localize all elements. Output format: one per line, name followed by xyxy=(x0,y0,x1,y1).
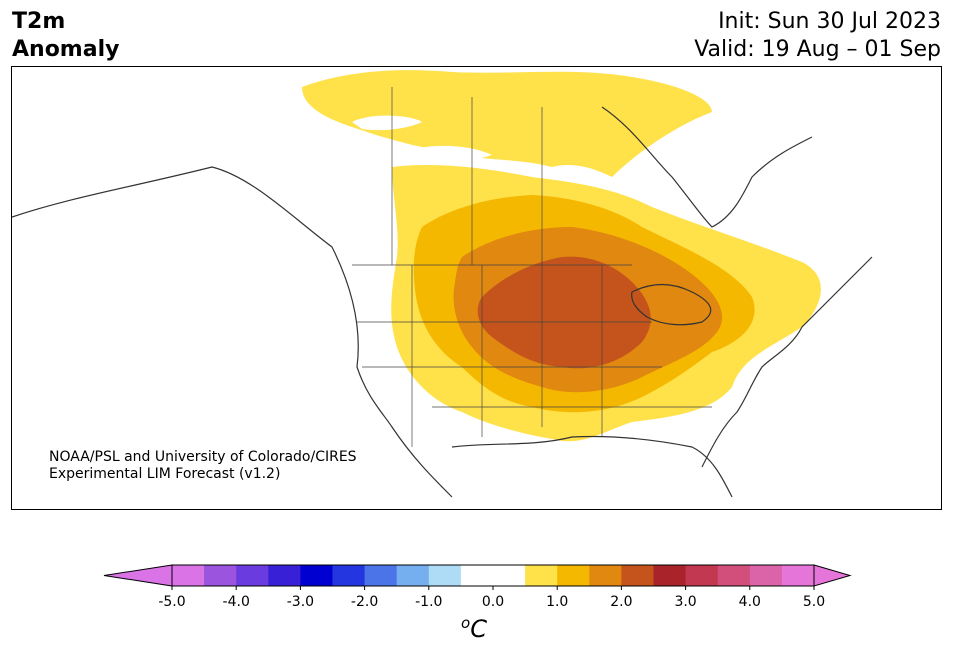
colorbar-tick-label: 3.0 xyxy=(674,594,696,610)
contour-level-4 xyxy=(477,256,651,369)
colorbar-swatch xyxy=(589,565,622,586)
colorbar-unit: oC xyxy=(461,614,487,643)
borders xyxy=(352,87,712,447)
colorbar-swatch xyxy=(268,565,301,586)
colorbar-swatch xyxy=(653,565,687,586)
credit-line-1: NOAA/PSL and University of Colorado/CIRE… xyxy=(49,449,357,465)
coastlines xyxy=(12,106,873,498)
anomaly-contours xyxy=(302,70,821,442)
credit-text: NOAA/PSL and University of Colorado/CIRE… xyxy=(49,449,357,483)
valid-dates: Valid: 19 Aug – 01 Sep xyxy=(694,37,941,62)
map-title: T2m Anomaly xyxy=(12,8,119,64)
colorbar-tick-label: 2.0 xyxy=(610,594,632,610)
forecast-dates: Init: Sun 30 Jul 2023 Valid: 19 Aug – 01… xyxy=(694,8,941,64)
colorbar-swatch xyxy=(460,565,494,586)
colorbar-swatch xyxy=(396,565,430,586)
credit-line-2: Experimental LIM Forecast (v1.2) xyxy=(49,466,281,482)
title-line-1: T2m xyxy=(12,9,66,34)
gulf-coast xyxy=(451,435,733,498)
anomaly-map xyxy=(11,66,942,510)
colorbar: -5.0 -4.0 -3.0 -2.0 -1.0 0.0 1.0 2.0 3.0 4.0 5.0 xyxy=(100,560,860,624)
colorbar-swatch xyxy=(525,565,558,586)
colorbar-tick-label: -1.0 xyxy=(415,594,442,610)
colorbar-svg: -5.0 -4.0 -3.0 -2.0 -1.0 0.0 1.0 2.0 3.0 4.0 5.0 xyxy=(103,564,852,610)
ice-patch-2 xyxy=(402,145,492,163)
hudson-bay xyxy=(601,106,813,228)
great-lakes xyxy=(631,283,712,326)
colorbar-tick-label: -3.0 xyxy=(287,594,314,610)
pacific-coast xyxy=(12,166,453,498)
title-line-2: Anomaly xyxy=(12,37,120,62)
colorbar-swatch xyxy=(204,565,237,586)
colorbar-swatch xyxy=(300,565,333,586)
colorbar-swatch xyxy=(236,565,269,586)
colorbar-swatch xyxy=(493,565,526,586)
colorbar-swatch xyxy=(364,565,398,586)
colorbar-swatch xyxy=(557,565,590,586)
colorbar-swatch xyxy=(749,565,783,586)
init-date: Init: Sun 30 Jul 2023 xyxy=(718,9,941,34)
colorbar-swatch xyxy=(428,565,462,586)
ice-patch-1 xyxy=(352,115,422,131)
colorbar-tick-label: -4.0 xyxy=(223,594,250,610)
colorbar-over-arrow xyxy=(813,564,852,587)
colorbar-swatch xyxy=(685,565,719,586)
colorbar-swatch xyxy=(172,565,205,586)
colorbar-tick-label: 5.0 xyxy=(803,594,825,610)
colorbar-swatch xyxy=(717,565,751,586)
colorbar-tick-label: -5.0 xyxy=(158,594,185,610)
map-canvas xyxy=(12,70,873,498)
colorbar-swatch xyxy=(621,565,654,586)
colorbar-tick-label: 4.0 xyxy=(739,594,761,610)
atlantic-coast xyxy=(701,256,873,468)
colorbar-swatch xyxy=(332,565,366,586)
colorbar-swatch xyxy=(781,565,815,586)
colorbar-tick-label: 1.0 xyxy=(546,594,568,610)
colorbar-tick-label: -2.0 xyxy=(351,594,378,610)
colorbar-tick-label: 0.0 xyxy=(482,594,504,610)
colorbar-under-arrow xyxy=(103,564,173,587)
contour-level-1-north xyxy=(302,70,712,177)
